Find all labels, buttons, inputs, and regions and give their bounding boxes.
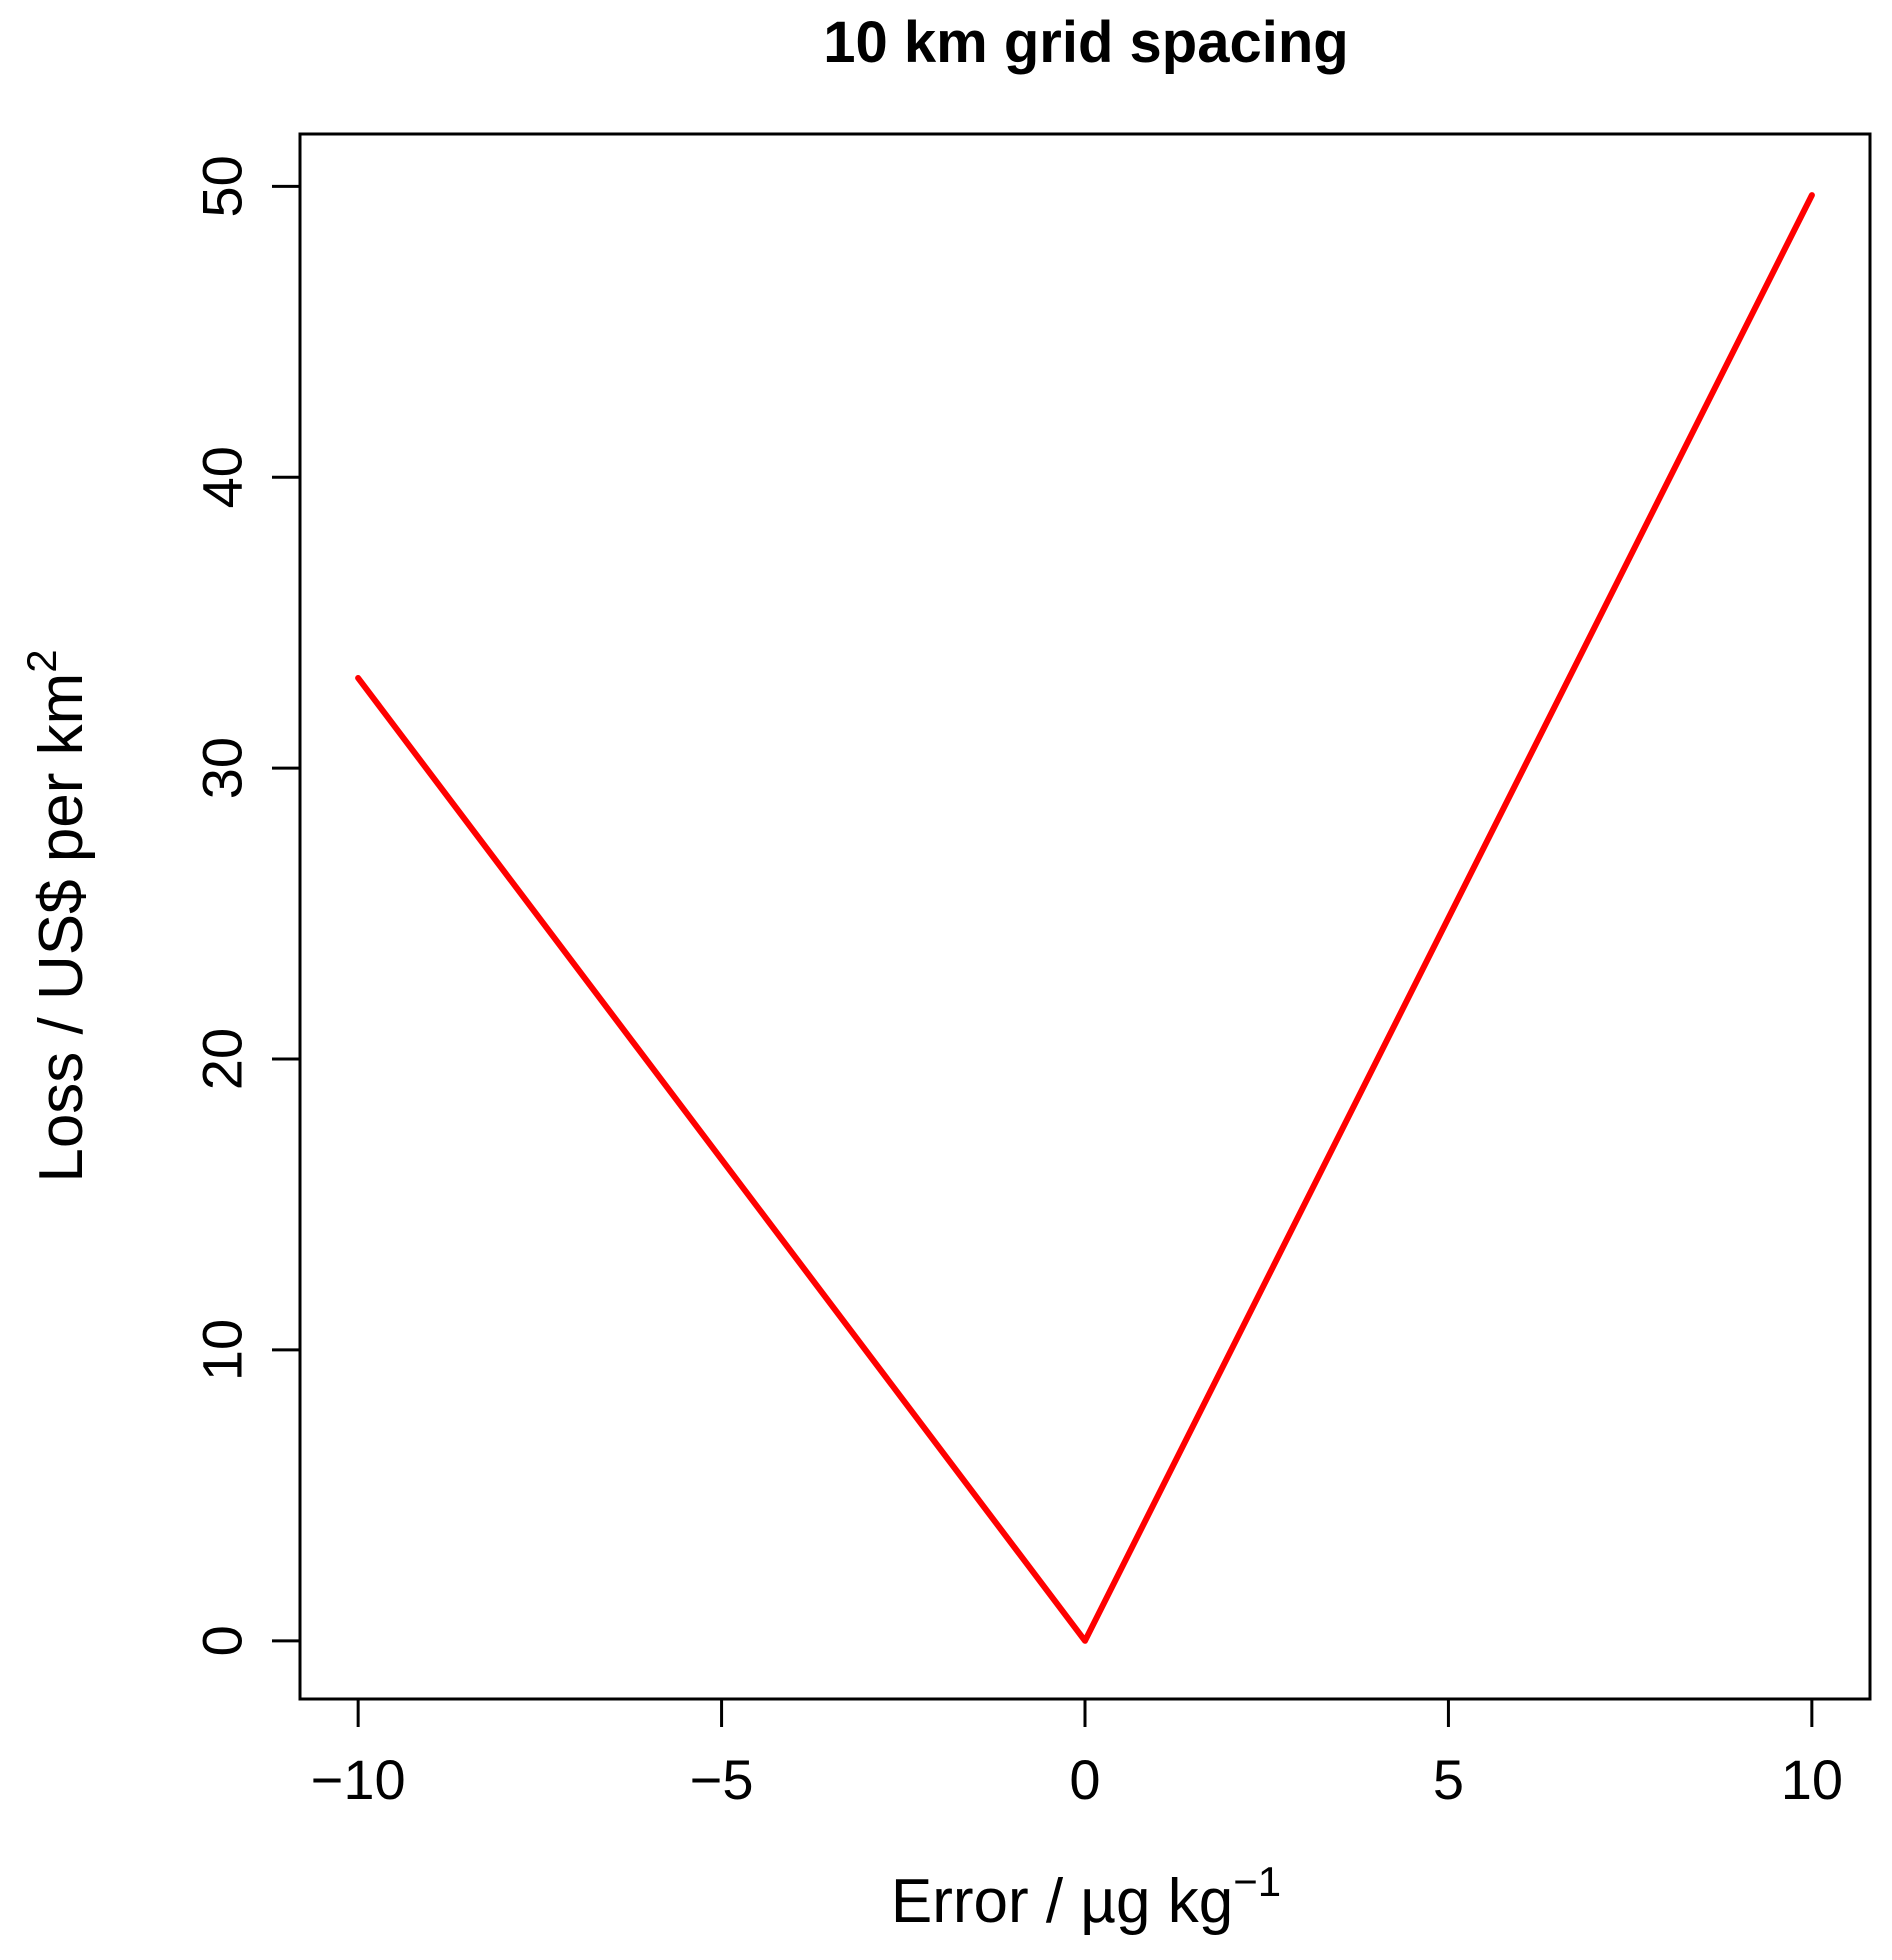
- chart-title: 10 km grid spacing: [823, 10, 1348, 75]
- series-layer: [355, 192, 1815, 1644]
- y-tick-label: 10: [191, 1319, 254, 1381]
- y-tick-label: 30: [191, 737, 254, 799]
- x-axis-label-superscript: −1: [1233, 1858, 1281, 1905]
- x-tick-label: −5: [690, 1748, 754, 1811]
- y-axis: 0 10 20 30 40 50: [191, 155, 300, 1656]
- x-tick-label: −10: [311, 1748, 406, 1811]
- y-axis-label-text: Loss / US$ per km: [27, 673, 96, 1183]
- x-axis: −10 −5 0 5 10: [311, 1699, 1843, 1811]
- x-axis-label-text: Error / µg kg: [891, 1867, 1233, 1936]
- y-tick-label: 40: [191, 446, 254, 508]
- y-tick-label: 50: [191, 155, 254, 217]
- x-tick-label: 0: [1069, 1748, 1100, 1811]
- y-tick-label: 20: [191, 1028, 254, 1090]
- x-axis-label: Error / µg kg−1: [891, 1858, 1281, 1936]
- loss-line: [355, 192, 1815, 1644]
- x-tick-label: 10: [1781, 1748, 1843, 1811]
- x-tick-label: 5: [1433, 1748, 1464, 1811]
- y-tick-label: 0: [191, 1625, 254, 1656]
- y-axis-label: Loss / US$ per km2: [18, 649, 96, 1182]
- y-axis-label-superscript: 2: [18, 649, 65, 672]
